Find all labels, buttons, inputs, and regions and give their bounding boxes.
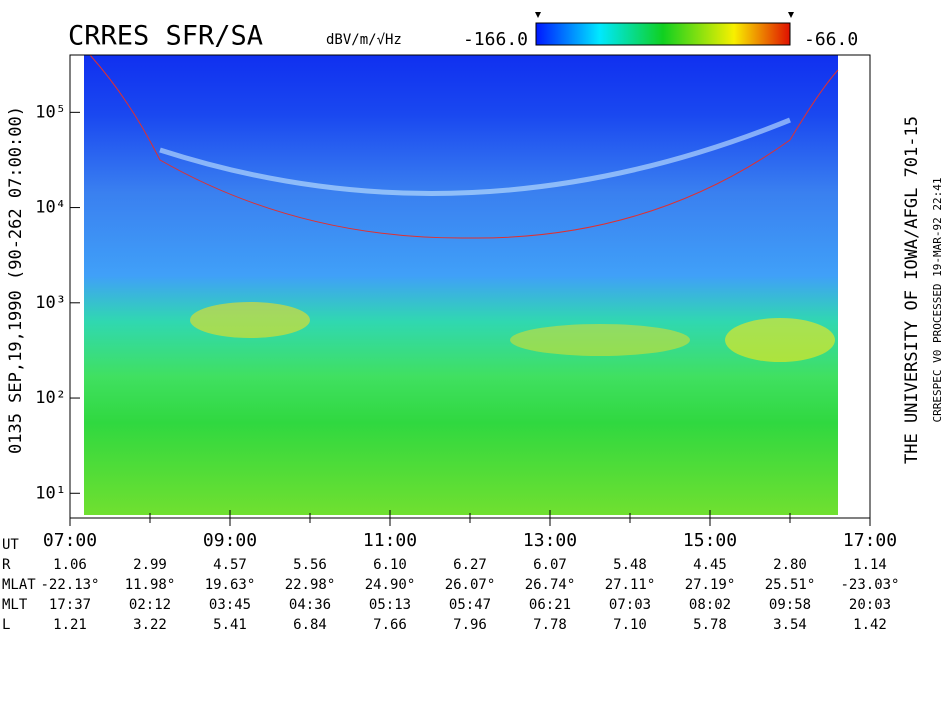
ephemeris-value: 09:58 <box>769 597 811 613</box>
y-tick-label: 10⁵ <box>35 102 66 122</box>
right-note: CRRESPEC V0 PROCESSED 19-MAR-92 22:41 <box>931 177 944 422</box>
ephemeris-value: 11.98° <box>125 577 176 593</box>
ephemeris-value: 24.90° <box>365 577 416 593</box>
ephemeris-value: -23.03° <box>840 577 899 593</box>
ephemeris-value: 6.27 <box>453 557 487 573</box>
ephemeris-value: 7.96 <box>453 617 487 633</box>
ephemeris-value: 22.98° <box>285 577 336 593</box>
ephemeris-row-label: R <box>2 557 11 573</box>
ephemeris-row-label: MLAT <box>2 577 36 593</box>
ephemeris-value: 26.74° <box>525 577 576 593</box>
ephemeris-value: 5.56 <box>293 557 327 573</box>
colorbar-label: dBV/m/√Hz <box>326 32 402 48</box>
ephemeris-row-label: L <box>2 617 10 633</box>
ephemeris-value: 20:03 <box>849 597 891 613</box>
x-tick-label: 15:00 <box>683 530 737 551</box>
spectrogram <box>84 54 839 515</box>
chart-title: CRRES SFR/SA <box>68 21 263 52</box>
ephemeris-value: 27.11° <box>605 577 656 593</box>
ephemeris-value: 02:12 <box>129 597 171 613</box>
right-title: THE UNIVERSITY OF IOWA/AFGL 701-15 <box>902 116 922 464</box>
ephemeris-value: 19.63° <box>205 577 256 593</box>
ephemeris-value: 5.48 <box>613 557 647 573</box>
colorbar-tick-label: -66.0 <box>804 29 858 50</box>
y-tick-label: 10⁴ <box>35 198 66 218</box>
y-tick-label: 10³ <box>35 293 66 313</box>
ephemeris-value: 6.07 <box>533 557 567 573</box>
ephemeris-value: 17:37 <box>49 597 91 613</box>
x-tick-label: 17:00 <box>843 530 897 551</box>
ephemeris-value: 26.07° <box>445 577 496 593</box>
ephemeris-value: -22.13° <box>40 577 99 593</box>
ephemeris-value: 25.51° <box>765 577 816 593</box>
ephemeris-value: 1.06 <box>53 557 87 573</box>
ephemeris-value: 6.10 <box>373 557 407 573</box>
ephemeris-value: 4.57 <box>213 557 247 573</box>
ephemeris-value: 3.54 <box>773 617 807 633</box>
ephemeris-value: 07:03 <box>609 597 651 613</box>
ephemeris-value: 2.80 <box>773 557 807 573</box>
x-tick-label: 07:00 <box>43 530 97 551</box>
x-tick-label: 11:00 <box>363 530 417 551</box>
ephemeris-value: 08:02 <box>689 597 731 613</box>
ephemeris-value: 06:21 <box>529 597 571 613</box>
ephemeris-value: 7.66 <box>373 617 407 633</box>
ephemeris-value: 5.78 <box>693 617 727 633</box>
ephemeris-value: 27.19° <box>685 577 736 593</box>
ephemeris-value: 5.41 <box>213 617 247 633</box>
ephemeris-value: 4.45 <box>693 557 727 573</box>
ephemeris-value: 7.78 <box>533 617 567 633</box>
ephemeris-value: 05:13 <box>369 597 411 613</box>
ephemeris-value: 05:47 <box>449 597 491 613</box>
ephemeris-value: 7.10 <box>613 617 647 633</box>
y-axis-title: 0135 SEP,19,1990 (90-262 07:00:00) <box>6 106 26 454</box>
y-tick-label: 10¹ <box>35 483 66 503</box>
ephemeris-value: 3.22 <box>133 617 167 633</box>
colorbar <box>535 22 791 46</box>
x-tick-label: 09:00 <box>203 530 257 551</box>
ephemeris-value: 03:45 <box>209 597 251 613</box>
x-tick-label: 13:00 <box>523 530 577 551</box>
ephemeris-row-label: MLT <box>2 597 28 613</box>
ephemeris-value: 1.14 <box>853 557 887 573</box>
x-axis-title: UT <box>2 537 19 553</box>
ephemeris-value: 1.42 <box>853 617 887 633</box>
ephemeris-value: 04:36 <box>289 597 331 613</box>
y-tick-label: 10² <box>35 388 66 408</box>
colorbar-marker <box>788 12 794 18</box>
ephemeris-value: 1.21 <box>53 617 87 633</box>
colorbar-tick-label: -166.0 <box>463 29 528 50</box>
ephemeris-value: 6.84 <box>293 617 327 633</box>
ephemeris-value: 2.99 <box>133 557 167 573</box>
colorbar-marker <box>535 12 541 18</box>
